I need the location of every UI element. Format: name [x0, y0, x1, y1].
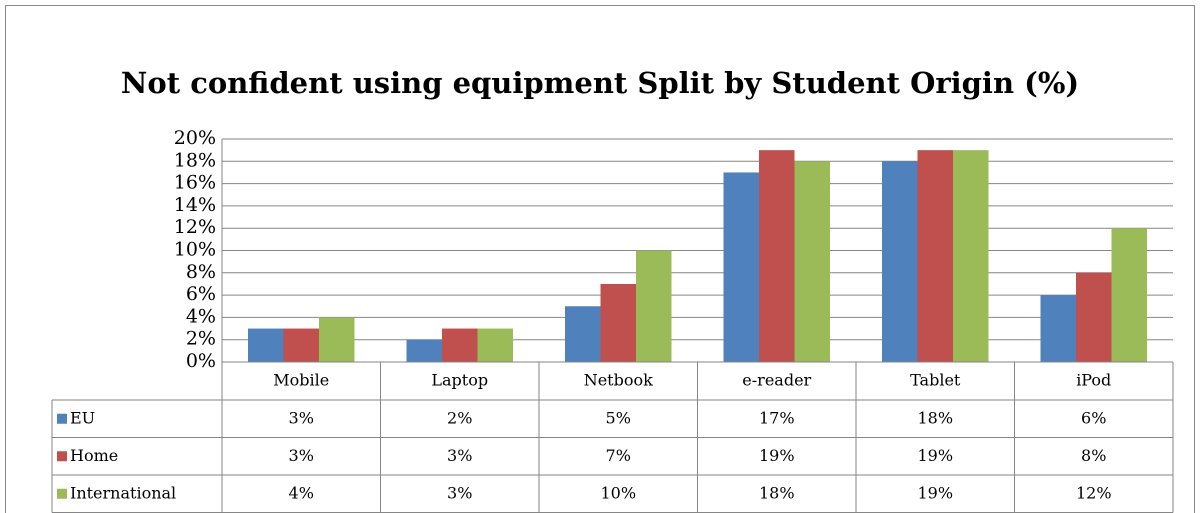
y-tick-label: 8%: [186, 261, 216, 283]
y-tick-label: 6%: [186, 283, 216, 305]
data-label: 5%: [606, 408, 631, 427]
x-tick-label: iPod: [1076, 371, 1111, 390]
legend-key: [57, 488, 67, 499]
y-tick-label: 2%: [186, 328, 216, 350]
data-label: 12%: [1076, 483, 1112, 502]
chart-border: [5, 5, 1195, 513]
data-label: 7%: [606, 446, 631, 465]
y-tick-label: 16%: [174, 172, 216, 194]
data-label: 18%: [759, 483, 795, 502]
x-tick-label: Laptop: [431, 371, 488, 390]
bar: [1040, 295, 1076, 362]
x-tick-label: e-reader: [742, 371, 811, 390]
y-tick-label: 14%: [174, 194, 216, 216]
x-tick-label: Netbook: [584, 371, 653, 390]
bar: [953, 150, 989, 362]
data-label: 2%: [447, 408, 472, 427]
data-label: 10%: [600, 483, 636, 502]
bar: [248, 328, 284, 362]
x-tick-label: Mobile: [273, 371, 329, 390]
data-label: 6%: [1081, 408, 1106, 427]
bar: [406, 339, 442, 362]
bar: [917, 150, 953, 362]
bar: [723, 172, 759, 362]
bar: [882, 161, 918, 362]
legend-label: EU: [70, 408, 95, 427]
bar: [600, 283, 636, 362]
bar: [442, 328, 478, 362]
bar: [794, 161, 830, 362]
data-label: 8%: [1081, 446, 1106, 465]
bar: [477, 328, 513, 362]
y-tick-label: 12%: [174, 216, 216, 238]
bar: [565, 306, 601, 362]
bar: [759, 150, 795, 362]
data-label: 18%: [917, 408, 953, 427]
x-tick-label: Tablet: [910, 371, 961, 390]
y-tick-label: 20%: [174, 127, 216, 149]
y-tick-label: 4%: [186, 305, 216, 327]
data-label: 3%: [447, 446, 472, 465]
data-label: 19%: [917, 483, 953, 502]
data-label: 3%: [447, 483, 472, 502]
data-label: 19%: [759, 446, 795, 465]
bar: [1076, 272, 1112, 362]
bar: [319, 317, 355, 362]
data-label: 4%: [289, 483, 314, 502]
y-tick-label: 18%: [174, 149, 216, 171]
bar: [1111, 228, 1147, 362]
data-label: 17%: [759, 408, 795, 427]
legend-label: International: [70, 483, 176, 502]
legend-key: [57, 413, 67, 424]
data-label: 19%: [917, 446, 953, 465]
bar: [636, 250, 672, 362]
y-tick-label: 0%: [186, 350, 216, 372]
y-tick-label: 10%: [174, 239, 216, 261]
bar: [283, 328, 319, 362]
data-label: 3%: [289, 408, 314, 427]
legend-key: [57, 451, 67, 462]
chart-title: Not confident using equipment Split by S…: [120, 66, 1080, 100]
data-label: 3%: [289, 446, 314, 465]
legend-label: Home: [70, 446, 118, 465]
